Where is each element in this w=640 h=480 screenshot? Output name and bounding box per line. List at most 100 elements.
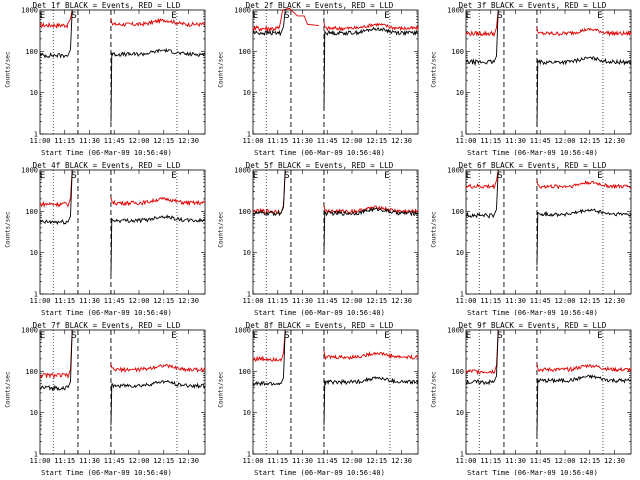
plot-frame (252, 169, 419, 295)
y-tick-label: 10 (456, 409, 464, 417)
detector-panel: Det 4f BLACK = Events, RED = LLD Start Ti… (0, 160, 213, 320)
y-tick-label: 100 (451, 48, 464, 56)
x-axis-label: Start Time (06-Mar-09 10:56:40) (254, 309, 385, 317)
end-marker-label: E (597, 331, 602, 341)
x-tick-label: 11:45 (104, 457, 125, 465)
x-tick-label: 11:45 (104, 137, 125, 145)
events-series-line (465, 9, 499, 67)
y-tick-label: 1000 (234, 167, 251, 175)
start-marker-label: E (253, 171, 258, 181)
y-tick-label: 100 (451, 208, 464, 216)
s-marker-label: S (497, 11, 502, 21)
chart-svg: 1 10 100 1000 11:00 11:15 11:30 11:45 12:00 12:15… (447, 327, 632, 465)
x-tick-label: 11:45 (317, 457, 338, 465)
events-series-line (465, 169, 499, 219)
y-tick-label: 1000 (21, 7, 38, 15)
x-tick-label: 11:00 (242, 297, 263, 305)
events-series-line (252, 169, 286, 217)
y-tick-label: 10 (243, 89, 251, 97)
x-tick-label: 12:30 (604, 297, 625, 305)
chart-svg: 1 10 100 1000 11:00 11:15 11:30 11:45 12:00 12:15… (234, 167, 419, 305)
x-tick-label: 11:30 (79, 457, 100, 465)
x-tick-label: 12:15 (153, 137, 174, 145)
lld-series-line (536, 27, 632, 37)
events-series-line (252, 9, 286, 37)
s-marker-label: S (71, 11, 76, 21)
s-marker-label: S (71, 331, 76, 341)
x-tick-label: 11:15 (480, 457, 501, 465)
x-tick-label: 11:45 (530, 137, 551, 145)
events-series-line (323, 26, 419, 110)
y-tick-label: 1 (460, 291, 464, 299)
x-axis-label: Start Time (06-Mar-09 10:56:40) (467, 149, 598, 157)
end-marker-label: E (384, 331, 389, 341)
panel-title: Det 2f BLACK = Events, RED = LLD (245, 1, 394, 10)
x-tick-label: 11:00 (242, 137, 263, 145)
events-series-line (536, 208, 632, 266)
x-tick-label: 11:45 (530, 297, 551, 305)
end-marker-label: E (597, 11, 602, 21)
x-tick-label: 12:15 (366, 297, 387, 305)
x-tick-label: 11:30 (79, 137, 100, 145)
y-tick-label: 1 (460, 131, 464, 139)
x-tick-label: 11:30 (505, 297, 526, 305)
detector-panel: Det 1f BLACK = Events, RED = LLD Start Ti… (0, 0, 213, 160)
lld-series-line (252, 329, 286, 363)
y-tick-label: 10 (30, 409, 38, 417)
x-tick-label: 12:30 (604, 137, 625, 145)
x-tick-label: 11:30 (505, 137, 526, 145)
x-tick-label: 11:15 (267, 137, 288, 145)
y-tick-label: 100 (238, 48, 251, 56)
x-tick-label: 12:30 (178, 297, 199, 305)
y-tick-label: 1 (34, 131, 38, 139)
x-tick-label: 12:15 (153, 457, 174, 465)
y-tick-label: 100 (451, 368, 464, 376)
end-marker-label: E (384, 11, 389, 21)
x-tick-label: 12:00 (128, 137, 149, 145)
detector-panel: Det 6f BLACK = Events, RED = LLD Start Ti… (426, 160, 639, 320)
panel-title: Det 7f BLACK = Events, RED = LLD (32, 321, 181, 330)
x-axis-label: Start Time (06-Mar-09 10:56:40) (41, 309, 172, 317)
events-series-line (323, 207, 419, 253)
y-tick-label: 1 (247, 131, 251, 139)
y-tick-label: 1000 (447, 327, 464, 335)
y-tick-label: 1 (34, 451, 38, 459)
lld-series-line (323, 350, 419, 361)
x-tick-label: 11:00 (29, 457, 50, 465)
detector-panel: Det 8f BLACK = Events, RED = LLD Start Ti… (213, 320, 426, 480)
x-tick-label: 11:15 (480, 137, 501, 145)
detector-panel: Det 2f BLACK = Events, RED = LLD Start Ti… (213, 0, 426, 160)
events-series-line (110, 379, 206, 426)
y-tick-label: 10 (243, 249, 251, 257)
detector-panel: Det 7f BLACK = Events, RED = LLD Start Ti… (0, 320, 213, 480)
lld-series-line (39, 169, 73, 209)
x-tick-label: 12:00 (341, 297, 362, 305)
events-series-line (323, 376, 419, 426)
y-tick-label: 1000 (21, 167, 38, 175)
start-marker-label: E (466, 171, 471, 181)
lld-series-line (252, 7, 320, 33)
lld-series-line (465, 9, 499, 38)
x-axis-label: Start Time (06-Mar-09 10:56:40) (467, 469, 598, 477)
events-series-line (39, 329, 73, 392)
lld-series-line (39, 329, 73, 380)
y-tick-label: 1000 (234, 327, 251, 335)
y-tick-label: 1000 (447, 7, 464, 15)
x-tick-label: 12:00 (128, 457, 149, 465)
x-tick-label: 12:00 (341, 457, 362, 465)
start-marker-label: E (40, 171, 45, 181)
y-tick-label: 100 (25, 368, 38, 376)
x-tick-label: 12:00 (554, 137, 575, 145)
plot-frame (465, 9, 632, 135)
lld-series-line (110, 17, 206, 28)
x-tick-label: 12:30 (178, 457, 199, 465)
start-marker-label: E (253, 331, 258, 341)
x-tick-label: 11:45 (104, 297, 125, 305)
events-series-line (110, 47, 205, 122)
plot-frame (252, 9, 419, 135)
lld-series-line (465, 329, 499, 376)
x-tick-label: 12:30 (178, 137, 199, 145)
lld-series-line (110, 196, 206, 207)
x-axis-label: Start Time (06-Mar-09 10:56:40) (41, 149, 172, 157)
